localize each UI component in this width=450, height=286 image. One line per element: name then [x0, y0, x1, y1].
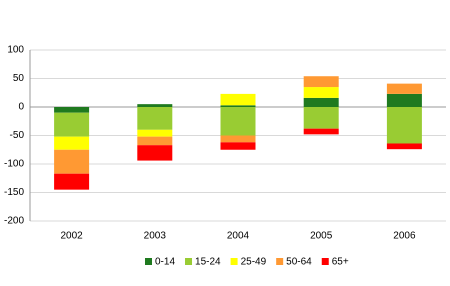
legend-label: 0-14 — [155, 257, 175, 268]
x-tick-label: 2003 — [144, 231, 167, 242]
legend-swatch — [276, 258, 284, 265]
y-tick-label: 0 — [18, 102, 24, 113]
x-tick-label: 2006 — [393, 231, 416, 242]
legend-swatch — [230, 258, 238, 265]
y-tick-label: -150 — [4, 187, 24, 198]
y-tick-label: -100 — [4, 159, 24, 170]
bar-segment — [386, 83, 422, 94]
legend-label: 25-49 — [241, 257, 267, 268]
bar-segment — [303, 97, 339, 107]
bar-segment — [137, 107, 173, 130]
bar-segment — [303, 87, 339, 98]
bar-segment — [220, 142, 256, 150]
bar-segment — [386, 93, 422, 107]
bar-segment — [54, 112, 90, 137]
x-tick-label: 2005 — [310, 231, 333, 242]
legend-swatch — [185, 258, 193, 265]
bar-segment — [220, 93, 256, 106]
bar-segment — [54, 107, 90, 113]
y-tick-label: -200 — [4, 216, 24, 227]
bar-segment — [54, 136, 90, 150]
bar-segment — [54, 173, 90, 190]
bar-segment — [303, 107, 339, 129]
y-tick-label: 50 — [13, 73, 25, 84]
legend-label: 15-24 — [195, 257, 221, 268]
legend-label: 50-64 — [286, 257, 312, 268]
y-tick-label: -50 — [10, 130, 25, 141]
legend-swatch — [321, 258, 329, 265]
bar-segment — [303, 128, 339, 135]
legend-swatch — [145, 258, 152, 265]
bar-segment — [303, 76, 339, 88]
bar-segment — [54, 149, 90, 174]
legend-label: 65+ — [332, 257, 349, 268]
bar-segment — [220, 105, 256, 107]
bar-segment — [220, 135, 256, 143]
bar-segment — [137, 104, 173, 107]
bar-segment — [386, 107, 422, 144]
y-tick-label: 100 — [7, 45, 24, 56]
bar-segment — [220, 107, 256, 136]
bar-segment — [137, 145, 173, 161]
bar-segment — [137, 136, 173, 146]
bar-segment — [137, 129, 173, 137]
x-tick-label: 2004 — [227, 231, 250, 242]
bar-segment — [386, 143, 422, 150]
x-tick-label: 2002 — [60, 231, 83, 242]
